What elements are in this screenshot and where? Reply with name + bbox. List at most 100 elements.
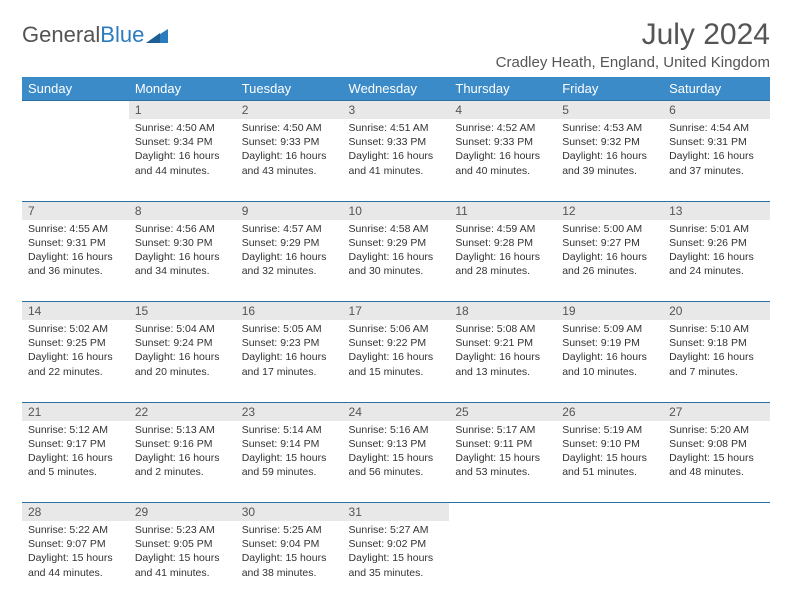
day-day2: and 13 minutes. [455, 365, 550, 379]
day-day2: and 28 minutes. [455, 264, 550, 278]
day-cell: Sunrise: 5:17 AMSunset: 9:11 PMDaylight:… [449, 421, 556, 503]
day-sunrise: Sunrise: 4:58 AM [349, 222, 444, 236]
day-header: Sunday [22, 77, 129, 101]
day-cell: Sunrise: 4:55 AMSunset: 9:31 PMDaylight:… [22, 220, 129, 302]
day-day2: and 48 minutes. [669, 465, 764, 479]
day-day1: Daylight: 16 hours [669, 350, 764, 364]
day-day1: Daylight: 16 hours [349, 149, 444, 163]
day-header: Saturday [663, 77, 770, 101]
calendar-table: Sunday Monday Tuesday Wednesday Thursday… [22, 77, 770, 603]
day-cell: Sunrise: 4:54 AMSunset: 9:31 PMDaylight:… [663, 119, 770, 201]
day-number-row: 78910111213 [22, 201, 770, 220]
day-sunset: Sunset: 9:14 PM [242, 437, 337, 451]
day-day2: and 56 minutes. [349, 465, 444, 479]
day-sunset: Sunset: 9:31 PM [669, 135, 764, 149]
day-number-row: 123456 [22, 101, 770, 120]
day-day2: and 7 minutes. [669, 365, 764, 379]
day-cell [22, 119, 129, 201]
day-day2: and 40 minutes. [455, 164, 550, 178]
day-cell: Sunrise: 4:56 AMSunset: 9:30 PMDaylight:… [129, 220, 236, 302]
day-day1: Daylight: 15 hours [242, 551, 337, 565]
day-day2: and 26 minutes. [562, 264, 657, 278]
day-day1: Daylight: 15 hours [349, 551, 444, 565]
day-sunrise: Sunrise: 4:50 AM [242, 121, 337, 135]
day-day2: and 44 minutes. [28, 566, 123, 580]
day-cell [663, 521, 770, 603]
day-sunset: Sunset: 9:32 PM [562, 135, 657, 149]
day-day2: and 38 minutes. [242, 566, 337, 580]
day-sunset: Sunset: 9:17 PM [28, 437, 123, 451]
day-number: 11 [449, 201, 556, 220]
day-sunrise: Sunrise: 4:57 AM [242, 222, 337, 236]
day-day2: and 32 minutes. [242, 264, 337, 278]
day-number: 25 [449, 402, 556, 421]
title-block: July 2024 Cradley Heath, England, United… [496, 18, 770, 71]
day-day1: Daylight: 15 hours [242, 451, 337, 465]
day-header: Tuesday [236, 77, 343, 101]
day-sunset: Sunset: 9:34 PM [135, 135, 230, 149]
day-number [22, 101, 129, 120]
day-cell [556, 521, 663, 603]
day-sunrise: Sunrise: 5:23 AM [135, 523, 230, 537]
day-sunset: Sunset: 9:29 PM [242, 236, 337, 250]
day-day1: Daylight: 16 hours [349, 350, 444, 364]
day-number: 16 [236, 302, 343, 321]
month-title: July 2024 [496, 18, 770, 52]
day-sunset: Sunset: 9:26 PM [669, 236, 764, 250]
day-cell: Sunrise: 5:23 AMSunset: 9:05 PMDaylight:… [129, 521, 236, 603]
day-day1: Daylight: 16 hours [669, 149, 764, 163]
day-number: 17 [343, 302, 450, 321]
day-cell: Sunrise: 5:16 AMSunset: 9:13 PMDaylight:… [343, 421, 450, 503]
day-day2: and 59 minutes. [242, 465, 337, 479]
day-sunrise: Sunrise: 5:12 AM [28, 423, 123, 437]
day-cell: Sunrise: 5:14 AMSunset: 9:14 PMDaylight:… [236, 421, 343, 503]
day-day1: Daylight: 15 hours [349, 451, 444, 465]
day-cell: Sunrise: 5:08 AMSunset: 9:21 PMDaylight:… [449, 320, 556, 402]
day-day1: Daylight: 16 hours [349, 250, 444, 264]
day-sunrise: Sunrise: 5:20 AM [669, 423, 764, 437]
day-day1: Daylight: 15 hours [28, 551, 123, 565]
day-day1: Daylight: 16 hours [242, 149, 337, 163]
day-sunset: Sunset: 9:08 PM [669, 437, 764, 451]
day-cell: Sunrise: 5:01 AMSunset: 9:26 PMDaylight:… [663, 220, 770, 302]
day-day1: Daylight: 16 hours [28, 350, 123, 364]
day-cell: Sunrise: 5:20 AMSunset: 9:08 PMDaylight:… [663, 421, 770, 503]
day-sunset: Sunset: 9:16 PM [135, 437, 230, 451]
day-number [556, 503, 663, 522]
day-number: 8 [129, 201, 236, 220]
day-day2: and 5 minutes. [28, 465, 123, 479]
day-sunrise: Sunrise: 4:59 AM [455, 222, 550, 236]
day-sunrise: Sunrise: 5:04 AM [135, 322, 230, 336]
day-day1: Daylight: 16 hours [455, 149, 550, 163]
day-number: 23 [236, 402, 343, 421]
day-day1: Daylight: 16 hours [135, 250, 230, 264]
day-sunset: Sunset: 9:05 PM [135, 537, 230, 551]
day-sunset: Sunset: 9:31 PM [28, 236, 123, 250]
day-sunrise: Sunrise: 5:05 AM [242, 322, 337, 336]
day-day1: Daylight: 16 hours [562, 149, 657, 163]
day-number: 30 [236, 503, 343, 522]
day-sunset: Sunset: 9:04 PM [242, 537, 337, 551]
day-number: 4 [449, 101, 556, 120]
day-number: 21 [22, 402, 129, 421]
day-cell: Sunrise: 5:12 AMSunset: 9:17 PMDaylight:… [22, 421, 129, 503]
day-number: 10 [343, 201, 450, 220]
day-day2: and 41 minutes. [135, 566, 230, 580]
day-cell: Sunrise: 5:19 AMSunset: 9:10 PMDaylight:… [556, 421, 663, 503]
day-day2: and 41 minutes. [349, 164, 444, 178]
day-sunset: Sunset: 9:33 PM [242, 135, 337, 149]
day-number: 6 [663, 101, 770, 120]
day-sunrise: Sunrise: 4:50 AM [135, 121, 230, 135]
day-sunset: Sunset: 9:21 PM [455, 336, 550, 350]
day-day2: and 44 minutes. [135, 164, 230, 178]
day-sunset: Sunset: 9:18 PM [669, 336, 764, 350]
day-day1: Daylight: 16 hours [669, 250, 764, 264]
day-sunrise: Sunrise: 5:27 AM [349, 523, 444, 537]
day-sunset: Sunset: 9:30 PM [135, 236, 230, 250]
day-content-row: Sunrise: 5:12 AMSunset: 9:17 PM Daylight:… [22, 421, 770, 503]
day-sunset: Sunset: 9:27 PM [562, 236, 657, 250]
brand-logo: GeneralBlue [22, 18, 168, 48]
day-day2: and 37 minutes. [669, 164, 764, 178]
day-sunrise: Sunrise: 5:09 AM [562, 322, 657, 336]
day-day2: and 15 minutes. [349, 365, 444, 379]
